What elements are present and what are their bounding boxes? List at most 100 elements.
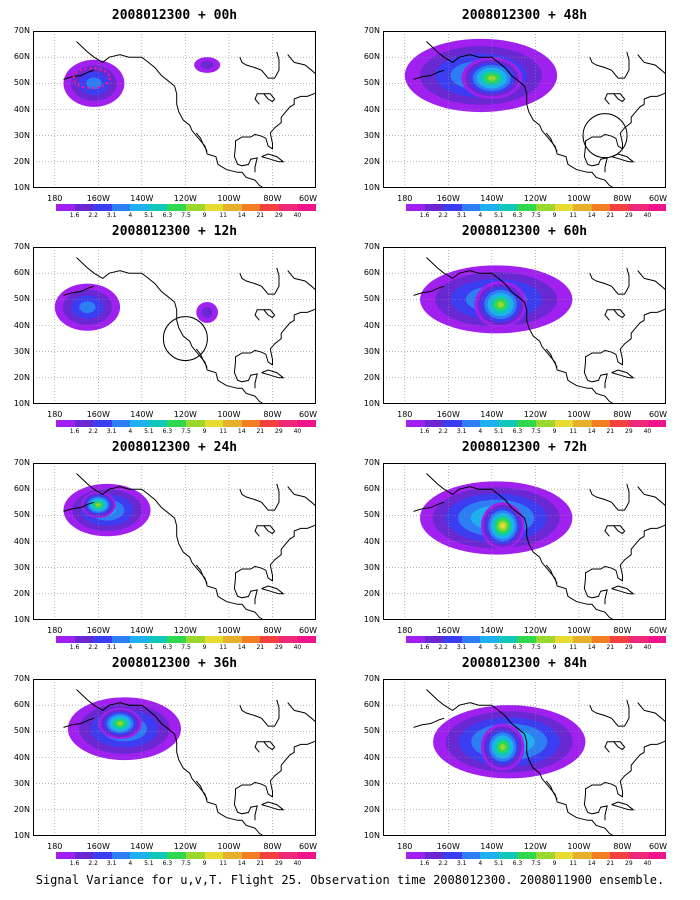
coastline xyxy=(637,270,666,291)
colorbar-level: 40 xyxy=(643,644,652,651)
colorbar-swatch xyxy=(148,636,168,643)
coastline xyxy=(604,741,626,753)
lat-label: 10N xyxy=(363,399,380,408)
coastline xyxy=(545,780,558,800)
coastline xyxy=(585,524,666,582)
colorbar-level: 11 xyxy=(219,428,227,435)
colorbar-swatch xyxy=(498,204,518,211)
lon-label: 80W xyxy=(613,842,632,851)
map-frame xyxy=(383,247,666,404)
lat-label: 30N xyxy=(13,130,30,140)
colorbar-level: 14 xyxy=(237,212,246,219)
map-plot xyxy=(33,31,316,188)
target-dotted-ellipse xyxy=(72,67,111,90)
map-frame xyxy=(383,463,666,620)
lon-label: 180 xyxy=(47,842,63,851)
lon-label: 100W xyxy=(567,842,591,851)
coastline xyxy=(63,501,95,512)
colorbar-level: 21 xyxy=(606,428,615,435)
map-frame xyxy=(33,247,316,404)
colorbar-level: 21 xyxy=(256,644,265,651)
lon-label: 120W xyxy=(523,842,547,851)
coastline xyxy=(583,794,608,821)
colorbar-swatch xyxy=(647,636,667,643)
colorbar-swatch xyxy=(260,852,279,859)
colorbar-level: 29 xyxy=(625,644,633,651)
lat-label: 60N xyxy=(363,268,380,278)
lat-label: 60N xyxy=(363,484,380,494)
colorbar-swatch xyxy=(297,204,317,211)
coastline xyxy=(287,702,316,723)
colorbar-level: 40 xyxy=(643,428,652,435)
colorbar-swatch xyxy=(241,420,261,427)
colorbar-swatch xyxy=(498,852,518,859)
map-panel: 2008012300 + 48h 10N 20N 30N 40N 50N 60N 70N 180… xyxy=(350,0,700,219)
colorbar-swatch xyxy=(647,204,667,211)
colorbar-swatch xyxy=(480,636,499,643)
variance-contour xyxy=(79,301,96,314)
coastline xyxy=(195,780,208,800)
map-frame xyxy=(383,31,666,188)
figure-caption: Signal Variance for u,v,T. Flight 25. Ob… xyxy=(35,873,665,887)
colorbar-level: 6.3 xyxy=(162,212,173,219)
variance-contour xyxy=(488,75,496,81)
colorbar-swatch xyxy=(610,204,629,211)
colorbar-level: 40 xyxy=(293,212,302,219)
colorbar-swatch xyxy=(443,204,462,211)
colorbar-level: 14 xyxy=(237,428,246,435)
lon-label: 120W xyxy=(523,410,547,419)
lon-label: 80W xyxy=(263,194,282,203)
lon-label: 100W xyxy=(217,842,241,851)
colorbar-level: 4 xyxy=(478,428,483,435)
coastline xyxy=(233,794,258,821)
colorbar-swatch xyxy=(517,636,537,643)
coastline xyxy=(611,801,635,811)
colorbar-swatch xyxy=(498,420,518,427)
colorbar-swatch xyxy=(278,852,298,859)
lat-label: 40N xyxy=(363,536,380,546)
colorbar-swatch xyxy=(517,852,537,859)
colorbar xyxy=(56,420,317,427)
lat-label: 20N xyxy=(13,804,30,814)
colorbar-swatch xyxy=(536,636,555,643)
colorbar-swatch xyxy=(517,204,537,211)
coastline xyxy=(254,93,276,105)
lat-label: 70N xyxy=(363,458,380,467)
map-panel: 2008012300 + 84h 10N 20N 30N 40N 50N 60N 70N 180… xyxy=(350,648,700,867)
lon-label: 80W xyxy=(263,842,282,851)
lon-label: 80W xyxy=(613,194,632,203)
colorbar-level: 9 xyxy=(552,428,557,435)
lat-label: 40N xyxy=(363,320,380,330)
coastline xyxy=(261,585,285,595)
colorbar-swatch xyxy=(167,636,187,643)
lon-label: 100W xyxy=(217,194,241,203)
colorbar-swatch xyxy=(111,420,131,427)
colorbar-level: 4 xyxy=(128,428,133,435)
coastline xyxy=(413,285,445,296)
colorbar-level: 4 xyxy=(478,860,483,867)
target-circle xyxy=(162,316,208,362)
colorbar-swatch xyxy=(480,420,499,427)
variance-contour xyxy=(500,523,506,529)
colorbar-level: 1.6 xyxy=(419,428,430,435)
colorbar-level: 14 xyxy=(587,212,596,219)
colorbar-level: 1.6 xyxy=(419,644,430,651)
coastline xyxy=(287,486,316,507)
coastline xyxy=(583,578,608,605)
lat-label: 40N xyxy=(13,320,30,330)
lat-label: 50N xyxy=(13,510,30,520)
colorbar-level: 40 xyxy=(293,644,302,651)
lon-label: 160W xyxy=(436,194,460,203)
map-panel: 2008012300 + 12h 10N 20N 30N 40N 50N 60N 70N 180… xyxy=(0,216,350,435)
map-panel: 2008012300 + 72h 10N 20N 30N 40N 50N 60N 70N 180… xyxy=(350,432,700,651)
coastline xyxy=(261,801,285,811)
colorbar-swatch xyxy=(461,204,481,211)
lat-label: 50N xyxy=(363,510,380,520)
variance-contour xyxy=(117,721,123,726)
map-panel: 2008012300 + 24h 10N 20N 30N 40N 50N 60N 70N 180… xyxy=(0,432,350,651)
coastline xyxy=(195,348,208,368)
lon-label: 180 xyxy=(397,626,413,635)
colorbar-swatch xyxy=(443,852,462,859)
map-panel: 2008012300 + 36h 10N 20N 30N 40N 50N 60N 70N 180… xyxy=(0,648,350,867)
colorbar-swatch xyxy=(610,852,629,859)
